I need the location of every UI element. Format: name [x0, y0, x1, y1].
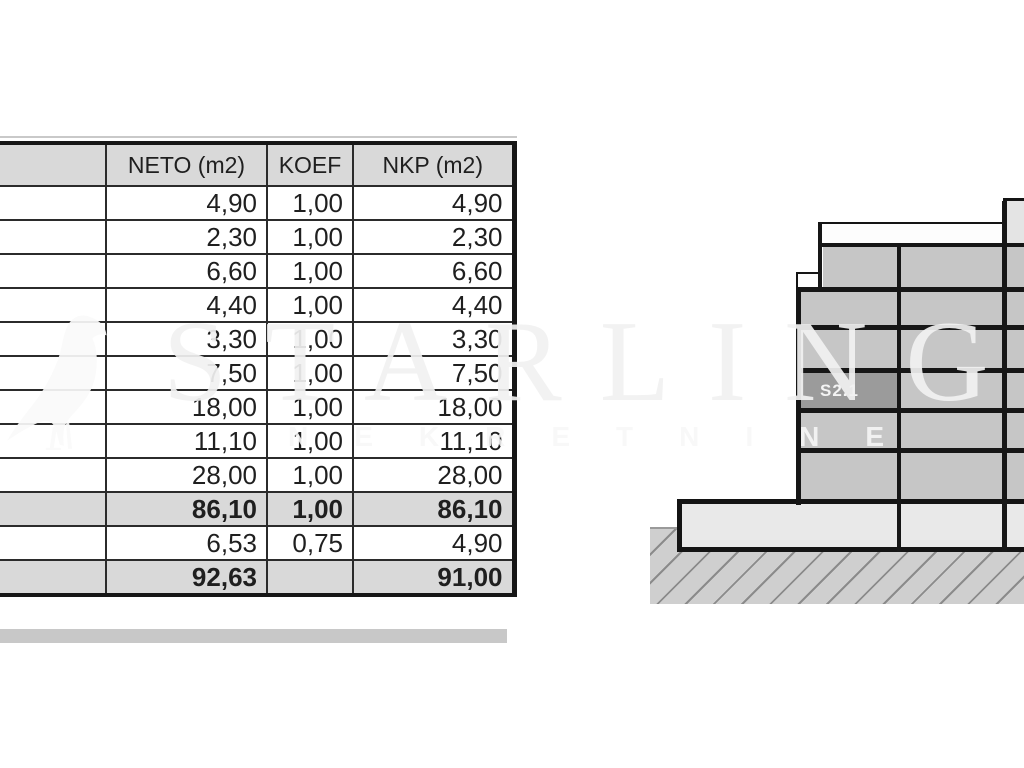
- interior-wall: [897, 247, 901, 552]
- floor-slab: [796, 448, 1024, 453]
- table-cell-nkp: 6,60: [352, 253, 515, 289]
- table-cell-neto: 4,40: [105, 287, 268, 323]
- table-cell-rowlabel: [0, 491, 107, 527]
- floor: [801, 453, 1024, 499]
- unit-cell-s21: [801, 373, 897, 408]
- exterior-wall: [796, 289, 801, 505]
- floor-slab: [796, 287, 1024, 292]
- table-cell-rowlabel: [0, 457, 107, 493]
- interior-wall: [1002, 201, 1007, 552]
- table-row: 6,53 0,75 4,90: [0, 525, 515, 561]
- table-cell-neto: 2,30: [105, 219, 268, 255]
- table-cell-koef: 1,00: [266, 355, 354, 391]
- table-cell-koef: 1,00: [266, 185, 354, 221]
- table-cell-nkp: 7,50: [352, 355, 515, 391]
- table-cell-neto: 28,00: [105, 457, 268, 493]
- table-cell-koef: 1,00: [266, 491, 354, 527]
- floor-slab: [796, 325, 1024, 330]
- table-cell-nkp: 86,10: [352, 491, 515, 527]
- table-cell-nkp: 11,10: [352, 423, 515, 459]
- table-header-neto: NETO (m2): [105, 142, 268, 187]
- table-cell-rowlabel: [0, 253, 107, 289]
- unit-label: S2.1: [820, 381, 859, 400]
- table-cell-koef: 1,00: [266, 389, 354, 425]
- table-row: 28,00 1,00 28,00: [0, 457, 515, 493]
- table-cell-neto: 86,10: [105, 491, 268, 527]
- table-cell-koef: [266, 559, 354, 596]
- floor: [801, 413, 1024, 448]
- exterior-wall: [818, 222, 822, 292]
- table-cell-nkp: 4,90: [352, 185, 515, 221]
- table-cell-nkp: 4,90: [352, 525, 515, 561]
- table-cell-koef: 1,00: [266, 423, 354, 459]
- table-header-koef: KOEF: [266, 142, 354, 187]
- table-cell-koef: 1,00: [266, 219, 354, 255]
- table-cell-neto: 92,63: [105, 559, 268, 596]
- table-cell-neto: 7,50: [105, 355, 268, 391]
- table-cell-nkp: 4,40: [352, 287, 515, 323]
- table-cell-neto: 18,00: [105, 389, 268, 425]
- table-cell-koef: 1,00: [266, 253, 354, 289]
- table-row: 6,60 1,00 6,60: [0, 253, 515, 289]
- table-header-nkp: NKP (m2): [352, 142, 515, 187]
- table-cell-nkp: 91,00: [352, 559, 515, 596]
- table-cell-rowlabel: [0, 525, 107, 561]
- floor-slab: [796, 368, 1024, 373]
- floor-slab: [819, 243, 1024, 247]
- ground-edge-line: [650, 527, 682, 529]
- table-cell-koef: 0,75: [266, 525, 354, 561]
- table-cell-neto: 3,30: [105, 321, 268, 357]
- table-cell-nkp: 3,30: [352, 321, 515, 357]
- table-cell-koef: 1,00: [266, 321, 354, 357]
- roof-box: [1003, 198, 1024, 243]
- table-cell-nkp: 18,00: [352, 389, 515, 425]
- table-cell-neto: 4,90: [105, 185, 268, 221]
- table-header-row: NETO (m2) KOEF NKP (m2): [0, 142, 515, 187]
- table-cell-neto: 6,53: [105, 525, 268, 561]
- table-row: 86,10 1,00 86,10: [0, 491, 515, 527]
- table-header-empty: [0, 142, 107, 187]
- penthouse-strip: [819, 222, 1006, 244]
- table-bottom-shadow: [0, 629, 507, 643]
- table-cell-nkp: 2,30: [352, 219, 515, 255]
- table-cell-neto: 11,10: [105, 423, 268, 459]
- table-row: 2,30 1,00 2,30: [0, 219, 515, 255]
- table-cell-koef: 1,00: [266, 287, 354, 323]
- table-cell-rowlabel: [0, 559, 107, 596]
- table-cell-rowlabel: [0, 219, 107, 255]
- floor: [801, 292, 1024, 325]
- floor: [823, 247, 1024, 287]
- floor: [801, 330, 1024, 368]
- table-cell-nkp: 28,00: [352, 457, 515, 493]
- floor-slab: [796, 408, 1024, 413]
- table-cell-rowlabel: [0, 185, 107, 221]
- table-cell-neto: 6,60: [105, 253, 268, 289]
- table-cell-koef: 1,00: [266, 457, 354, 493]
- table-top-shadow: [0, 136, 517, 138]
- table-row: 4,90 1,00 4,90: [0, 185, 515, 221]
- podium-level: [677, 499, 1024, 552]
- table-row: 92,63 91,00: [0, 559, 515, 596]
